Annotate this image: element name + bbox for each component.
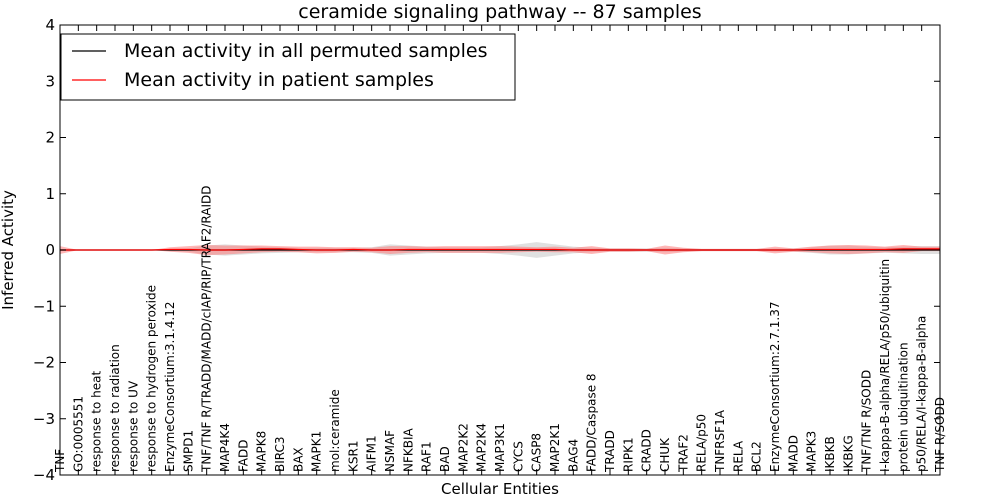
legend-entry: Mean activity in patient samples — [124, 69, 434, 91]
y-tick-label: −4 — [33, 466, 55, 484]
x-tick-label: response to hydrogen peroxide — [145, 285, 159, 472]
x-tick-label: RELA — [731, 440, 745, 472]
y-tick-label: 1 — [45, 185, 55, 203]
x-tick-label: MAP2K1 — [548, 423, 562, 472]
x-tick-label: RIPK1 — [621, 437, 635, 472]
x-tick-label: TRAF2 — [676, 434, 690, 473]
x-tick-label: MAPK3 — [805, 431, 819, 472]
x-tick-label: NSMAF — [383, 430, 397, 472]
y-tick-label: 0 — [45, 241, 55, 259]
legend-box — [60, 33, 516, 101]
x-tick-label: KSR1 — [346, 441, 360, 472]
x-tick-label: EnzymeConsortium:2.7.1.37 — [768, 301, 782, 472]
x-tick-label: AIFM1 — [365, 435, 379, 472]
x-tick-label: BAD — [438, 446, 452, 472]
x-tick-label: CYCS — [511, 441, 525, 472]
x-tick-label: CASP8 — [530, 433, 544, 472]
x-tick-label: MAP4K4 — [218, 423, 232, 472]
x-tick-label: I-kappa-B-alpha/RELA/p50/ubiquitin — [878, 259, 892, 472]
y-tick-label: 3 — [45, 72, 55, 90]
x-axis: TNF GO:0005551 response to heat response to… — [53, 25, 947, 475]
y-tick-label: −3 — [33, 410, 55, 428]
x-tick-label: GO:0005551 — [71, 396, 85, 472]
x-tick-label: FADD — [236, 440, 250, 473]
x-tick-label: MADD — [786, 435, 800, 472]
y-axis: −4 −3 −2 −1 0 1 2 3 4 — [33, 16, 940, 484]
x-tick-label: BCL2 — [750, 441, 764, 472]
x-tick-label: CRADD — [640, 429, 654, 472]
series-lines — [60, 248, 940, 251]
x-axis-label: Cellular Entities — [441, 480, 559, 498]
x-tick-label: TNFRSF1A — [713, 409, 727, 473]
x-tick-label: RAF1 — [420, 441, 434, 472]
x-tick-label: NFKBIA — [401, 427, 415, 472]
x-tick-label: response to heat — [90, 370, 104, 472]
x-tick-label: IKBKG — [841, 435, 855, 472]
x-tick-label: TNF/TNF R/SODD — [860, 370, 874, 473]
x-tick-label: BIRC3 — [273, 436, 287, 472]
legend: Mean activity in all permuted samples Mea… — [60, 33, 516, 101]
x-tick-label: MAP3K1 — [493, 423, 507, 472]
line-series-1 — [60, 248, 940, 251]
x-tick-label: BAG4 — [566, 439, 580, 472]
x-tick-label: SMPD1 — [181, 430, 195, 472]
x-tick-label: IKBKB — [823, 436, 837, 472]
x-tick-label: BAX — [291, 447, 305, 472]
x-tick-label: MAP2K2 — [456, 423, 470, 472]
x-tick-label: protein ubiquitination — [896, 342, 910, 472]
x-tick-label: TRADD — [603, 430, 617, 473]
legend-entry: Mean activity in all permuted samples — [124, 40, 487, 62]
x-tick-label: CHUK — [658, 437, 672, 472]
x-tick-label: FADD/Caspase 8 — [585, 373, 599, 472]
x-tick-label: RELA/p50 — [695, 414, 709, 472]
x-tick-label: response to UV — [126, 380, 140, 472]
x-tick-label: TNF/TNF R/TRADD/MADD/cIAP/RIP/TRAF2/RAID… — [200, 185, 214, 473]
y-axis-label: Inferred Activity — [0, 190, 17, 310]
y-tick-label: 2 — [45, 129, 55, 147]
x-tick-label: TNF R/SODD — [933, 397, 947, 473]
x-tick-label: MAP2K4 — [475, 423, 489, 472]
x-tick-label: response to radiation — [108, 344, 122, 472]
x-tick-label: p50/RELA/I-kappa-B-alpha — [915, 316, 929, 472]
x-tick-label: TNF — [53, 449, 67, 473]
x-tick-label: MAPK1 — [310, 431, 324, 472]
y-tick-label: −1 — [33, 297, 55, 315]
x-tick-label: MAPK8 — [255, 431, 269, 472]
y-tick-label: −2 — [33, 354, 55, 372]
x-tick-label: mol:ceramide — [328, 389, 342, 472]
y-tick-label: 4 — [45, 16, 55, 34]
x-tick-label: EnzymeConsortium:3.1.4.12 — [163, 301, 177, 472]
chart-title: ceramide signaling pathway -- 87 samples — [298, 1, 701, 23]
